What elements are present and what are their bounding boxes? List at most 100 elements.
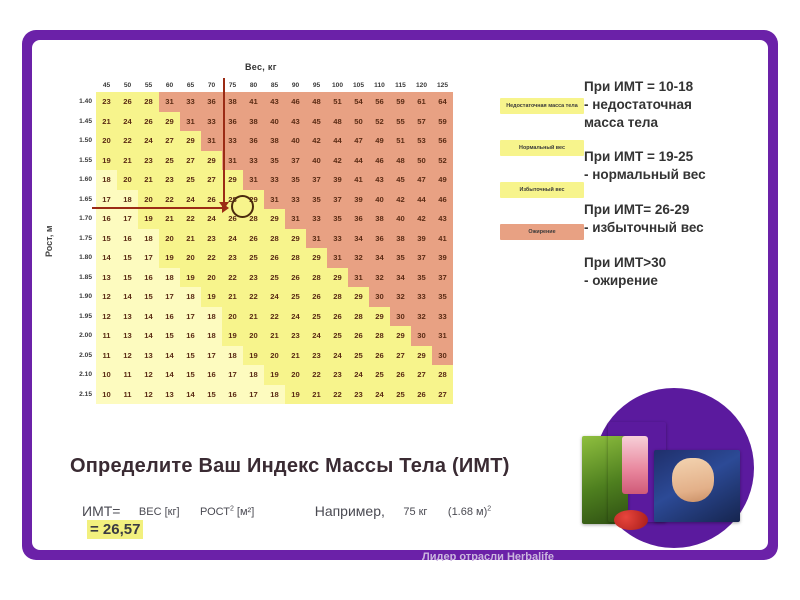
bmi-cell: 15 (138, 287, 159, 307)
bmi-cell: 22 (180, 209, 201, 229)
bmi-cell: 28 (264, 228, 285, 248)
bmi-cell: 28 (285, 248, 306, 268)
weight-column-header: 65 (186, 81, 195, 89)
bmi-cell: 34 (369, 248, 390, 268)
bmi-cell: 25 (306, 306, 327, 326)
bmi-cell: 41 (243, 92, 264, 112)
legend-item-underweight: Недостаточная масса тела (500, 98, 584, 115)
bmi-cell: 26 (201, 189, 222, 209)
bmi-cell: 29 (306, 248, 327, 268)
product-pack-green (582, 436, 628, 524)
bmi-cell: 33 (327, 228, 348, 248)
table-row: 1.55 19 21 23 25 27 29 31 33 35 37 40 42 44 46 48 50 52 (72, 150, 453, 170)
bmi-cell: 43 (369, 170, 390, 190)
bmi-cell: 29 (264, 209, 285, 229)
product-images (582, 414, 750, 532)
model-face-graphic (672, 458, 714, 502)
bmi-cell: 14 (138, 326, 159, 346)
bmi-cell: 28 (327, 287, 348, 307)
table-row: 1.65 17 18 20 22 24 26 28 29 31 33 35 37 39 40 42 44 46 (72, 189, 453, 209)
bmi-cell: 20 (243, 326, 264, 346)
bmi-cell: 13 (96, 267, 117, 287)
bmi-cell: 24 (306, 326, 327, 346)
bmi-cell: 23 (222, 248, 243, 268)
bmi-cell: 42 (327, 150, 348, 170)
bmi-cell: 16 (159, 306, 180, 326)
weight-column-header: 80 (249, 81, 258, 89)
bmi-cell: 31 (222, 150, 243, 170)
bmi-cell: 18 (159, 267, 180, 287)
bmi-cell: 24 (180, 189, 201, 209)
bmi-cell: 25 (159, 150, 180, 170)
bmi-cell: 29 (348, 287, 369, 307)
bmi-cell: 38 (369, 209, 390, 229)
weight-column-header: 95 (312, 81, 321, 89)
bmi-table-area: Вес, кг Рост, м 45 50 55 60 65 70 75 80 85 90 95 10… (44, 62, 500, 437)
weight-column-header: 90 (291, 81, 300, 89)
bmi-cell: 23 (159, 170, 180, 190)
bmi-cell: 22 (201, 248, 222, 268)
bmi-cell: 35 (432, 287, 453, 307)
table-row: 1.40 23 26 28 31 33 36 38 41 43 46 48 51 54 56 59 61 64 (72, 92, 453, 112)
slide-content: Вес, кг Рост, м 45 50 55 60 65 70 75 80 85 90 95 10… (32, 40, 768, 550)
bmi-cell: 25 (264, 267, 285, 287)
imt-numerator: ВЕС [кг] (138, 506, 180, 518)
bmi-cell: 29 (369, 306, 390, 326)
bmi-cell: 26 (306, 287, 327, 307)
bmi-cell: 22 (243, 287, 264, 307)
weight-column-header: 60 (165, 81, 174, 89)
bmi-cell: 31 (327, 248, 348, 268)
bmi-range-descriptions: При ИМТ = 10-18 - недостаточная масса тела… (584, 78, 759, 306)
bmi-cell: 42 (390, 189, 411, 209)
bmi-cell: 20 (180, 248, 201, 268)
bmi-cell: 33 (432, 306, 453, 326)
example-numerator: 75 кг (403, 506, 428, 518)
marker-vertical-line (223, 78, 225, 209)
bmi-cell: 24 (348, 365, 369, 385)
bmi-cell: 12 (138, 384, 159, 404)
bmi-cell: 17 (243, 384, 264, 404)
height-row-header: 1.95 (79, 312, 92, 320)
bmi-cell: 28 (348, 306, 369, 326)
description-block-2: При ИМТ = 19-25 - нормальный вес (584, 148, 759, 184)
bmi-cell: 17 (138, 248, 159, 268)
table-row: 1.90 12 14 15 17 18 19 21 22 24 25 26 28 29 30 32 33 35 (72, 287, 453, 307)
example-label: Например, (314, 503, 385, 519)
bmi-cell: 27 (411, 365, 432, 385)
bmi-cell: 16 (201, 365, 222, 385)
bmi-cell: 37 (411, 248, 432, 268)
bmi-cell: 22 (222, 267, 243, 287)
bmi-cell: 27 (159, 131, 180, 151)
bmi-cell: 20 (159, 228, 180, 248)
bmi-cell: 23 (138, 150, 159, 170)
description-block-1: При ИМТ = 10-18 - недостаточная масса тела (584, 78, 759, 131)
weight-column-header: 115 (395, 81, 406, 89)
bmi-cell: 28 (306, 267, 327, 287)
bmi-cell: 18 (138, 228, 159, 248)
bmi-cell: 27 (180, 150, 201, 170)
bmi-cell: 26 (411, 384, 432, 404)
bmi-cell: 23 (285, 326, 306, 346)
bmi-cell: 45 (390, 170, 411, 190)
bmi-cell: 18 (201, 306, 222, 326)
bmi-cell: 20 (117, 170, 138, 190)
bmi-cell: 52 (369, 111, 390, 131)
bmi-cell: 30 (411, 326, 432, 346)
bmi-cell: 18 (222, 345, 243, 365)
bmi-cell: 64 (432, 92, 453, 112)
bmi-cell: 29 (327, 267, 348, 287)
bmi-cell: 35 (306, 189, 327, 209)
bmi-cell: 32 (411, 306, 432, 326)
bmi-cell: 13 (117, 306, 138, 326)
bmi-cell: 24 (138, 131, 159, 151)
bmi-cell: 15 (96, 228, 117, 248)
bmi-cell: 18 (243, 365, 264, 385)
bmi-cell: 35 (327, 209, 348, 229)
height-row-header: 1.40 (79, 98, 92, 106)
bmi-cell: 19 (243, 345, 264, 365)
bmi-cell: 38 (390, 228, 411, 248)
bmi-cell: 34 (390, 267, 411, 287)
height-row-header: 1.80 (79, 254, 92, 262)
bmi-cell: 21 (222, 287, 243, 307)
height-row-header: 1.65 (79, 195, 92, 203)
